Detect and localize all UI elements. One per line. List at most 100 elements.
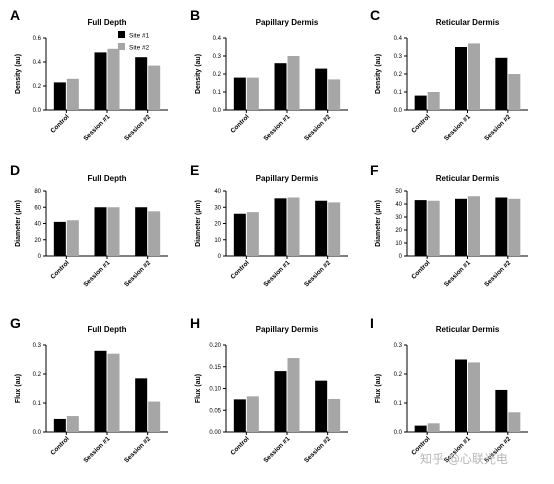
panel-title: Full Depth	[87, 174, 126, 183]
y-axis-label: Density (au)	[375, 54, 382, 94]
bar-site1-session1	[94, 207, 107, 256]
panel-title: Reticular Dermis	[436, 325, 500, 334]
y-tick-label: 0.3	[394, 54, 403, 60]
bar-site1-session2	[495, 197, 508, 256]
bar-site1-session1	[274, 63, 287, 110]
x-tick-label: Session #1	[262, 435, 291, 464]
panel-e: E Papillary Dermis Diameter (µm) 0 10 20 30 40 C…	[190, 162, 348, 288]
x-tick-label: Control	[410, 259, 431, 280]
bar-site1-session1	[94, 350, 107, 432]
x-tick-label: Control	[49, 259, 70, 280]
bar-site1-session2	[495, 389, 508, 432]
x-tick-label: Control	[410, 113, 431, 134]
bar-site2-session1	[107, 48, 120, 110]
y-tick-label: 0	[218, 254, 222, 260]
y-tick-label: 0.00	[209, 430, 221, 436]
y-tick-label: 0.2	[33, 372, 42, 378]
bar-site2-control	[427, 423, 440, 432]
bar-site2-control	[66, 220, 79, 256]
y-tick-label: 0.4	[213, 36, 222, 42]
bar-site2-session1	[287, 358, 300, 432]
bar-site1-session1	[455, 47, 467, 110]
x-tick-label: Control	[229, 259, 250, 280]
y-tick-label: 20	[214, 222, 221, 228]
x-tick-label: Session #1	[443, 113, 472, 142]
y-tick-label: 0.1	[213, 90, 222, 96]
y-axis-label: Diameter (µm)	[15, 200, 22, 247]
bar-site1-session1	[455, 359, 467, 432]
y-tick-label: 0.4	[394, 36, 403, 42]
x-tick-label: Session #2	[303, 113, 332, 142]
y-tick-label: 0.1	[394, 90, 403, 96]
bar-site1-control	[233, 77, 246, 110]
x-tick-label: Session #2	[483, 113, 512, 142]
x-tick-label: Session #1	[262, 259, 291, 288]
y-tick-label: 0.4	[33, 60, 42, 66]
bar-site2-session2	[148, 401, 161, 432]
bar-site1-control	[53, 418, 66, 432]
y-tick-label: 0.0	[213, 108, 222, 114]
y-axis-label: Flux (au)	[195, 374, 202, 403]
bar-site2-control	[246, 77, 259, 110]
y-tick-label: 0.10	[209, 387, 221, 393]
bar-site1-session2	[315, 200, 328, 256]
panel-title: Papillary Dermis	[256, 174, 319, 183]
bar-site1-session2	[135, 57, 148, 110]
y-tick-label: 0.3	[33, 343, 42, 349]
x-tick-label: Session #1	[82, 113, 111, 142]
y-tick-label: 0.0	[394, 108, 403, 114]
legend-label-site1: Site #1	[129, 33, 150, 40]
panel-title: Full Depth	[87, 18, 126, 27]
x-tick-label: Session #1	[262, 113, 291, 142]
bar-site1-session1	[94, 52, 107, 110]
legend-swatch-site1	[118, 31, 125, 38]
bar-site2-control	[66, 78, 79, 110]
panel-label: I	[370, 315, 374, 331]
y-axis-label: Flux (au)	[15, 374, 22, 403]
bar-site1-session1	[274, 198, 287, 256]
x-tick-label: Session #2	[303, 435, 332, 464]
y-tick-label: 0	[399, 254, 403, 260]
y-tick-label: 0.2	[213, 72, 222, 78]
y-tick-label: 60	[34, 205, 41, 211]
bar-site2-control	[66, 416, 79, 432]
bar-site2-session2	[328, 202, 341, 256]
bar-site2-control	[246, 396, 259, 432]
y-tick-label: 40	[34, 222, 41, 228]
y-tick-label: 40	[214, 189, 221, 195]
bar-site2-session1	[107, 207, 120, 256]
x-tick-label: Session #1	[82, 435, 111, 464]
bar-site2-session1	[468, 362, 480, 432]
x-tick-label: Control	[49, 113, 70, 134]
bar-site1-control	[233, 399, 246, 432]
panel-title: Papillary Dermis	[256, 325, 319, 334]
bar-site1-session2	[135, 207, 148, 256]
bar-site1-control	[414, 425, 427, 432]
panel-label: G	[10, 315, 21, 331]
y-tick-label: 30	[395, 215, 402, 221]
bar-site2-session1	[468, 43, 480, 110]
x-tick-label: Session #1	[82, 259, 111, 288]
y-tick-label: 0.15	[209, 365, 221, 371]
y-axis-label: Density (au)	[195, 54, 202, 94]
panel-label: H	[190, 315, 200, 331]
panel-label: F	[370, 162, 379, 178]
bar-site1-session2	[315, 380, 328, 432]
x-tick-label: Control	[229, 435, 250, 456]
bar-site1-session1	[455, 198, 467, 256]
bar-site2-session1	[287, 56, 300, 110]
y-tick-label: 10	[214, 238, 221, 244]
y-tick-label: 0.0	[33, 108, 42, 114]
y-tick-label: 0.1	[394, 401, 403, 407]
bar-site1-session2	[495, 57, 508, 110]
bar-site1-control	[414, 200, 427, 256]
bar-site2-session2	[328, 79, 341, 110]
panel-b: B Papillary Dermis Density (au) 0.0 0.1 0.2 0.…	[190, 7, 348, 142]
panel-label: E	[190, 162, 199, 178]
bar-site2-session2	[508, 412, 521, 432]
bar-site1-session2	[135, 378, 148, 432]
x-tick-label: Session #2	[303, 259, 332, 288]
y-tick-label: 20	[34, 238, 41, 244]
y-tick-label: 40	[395, 202, 402, 208]
